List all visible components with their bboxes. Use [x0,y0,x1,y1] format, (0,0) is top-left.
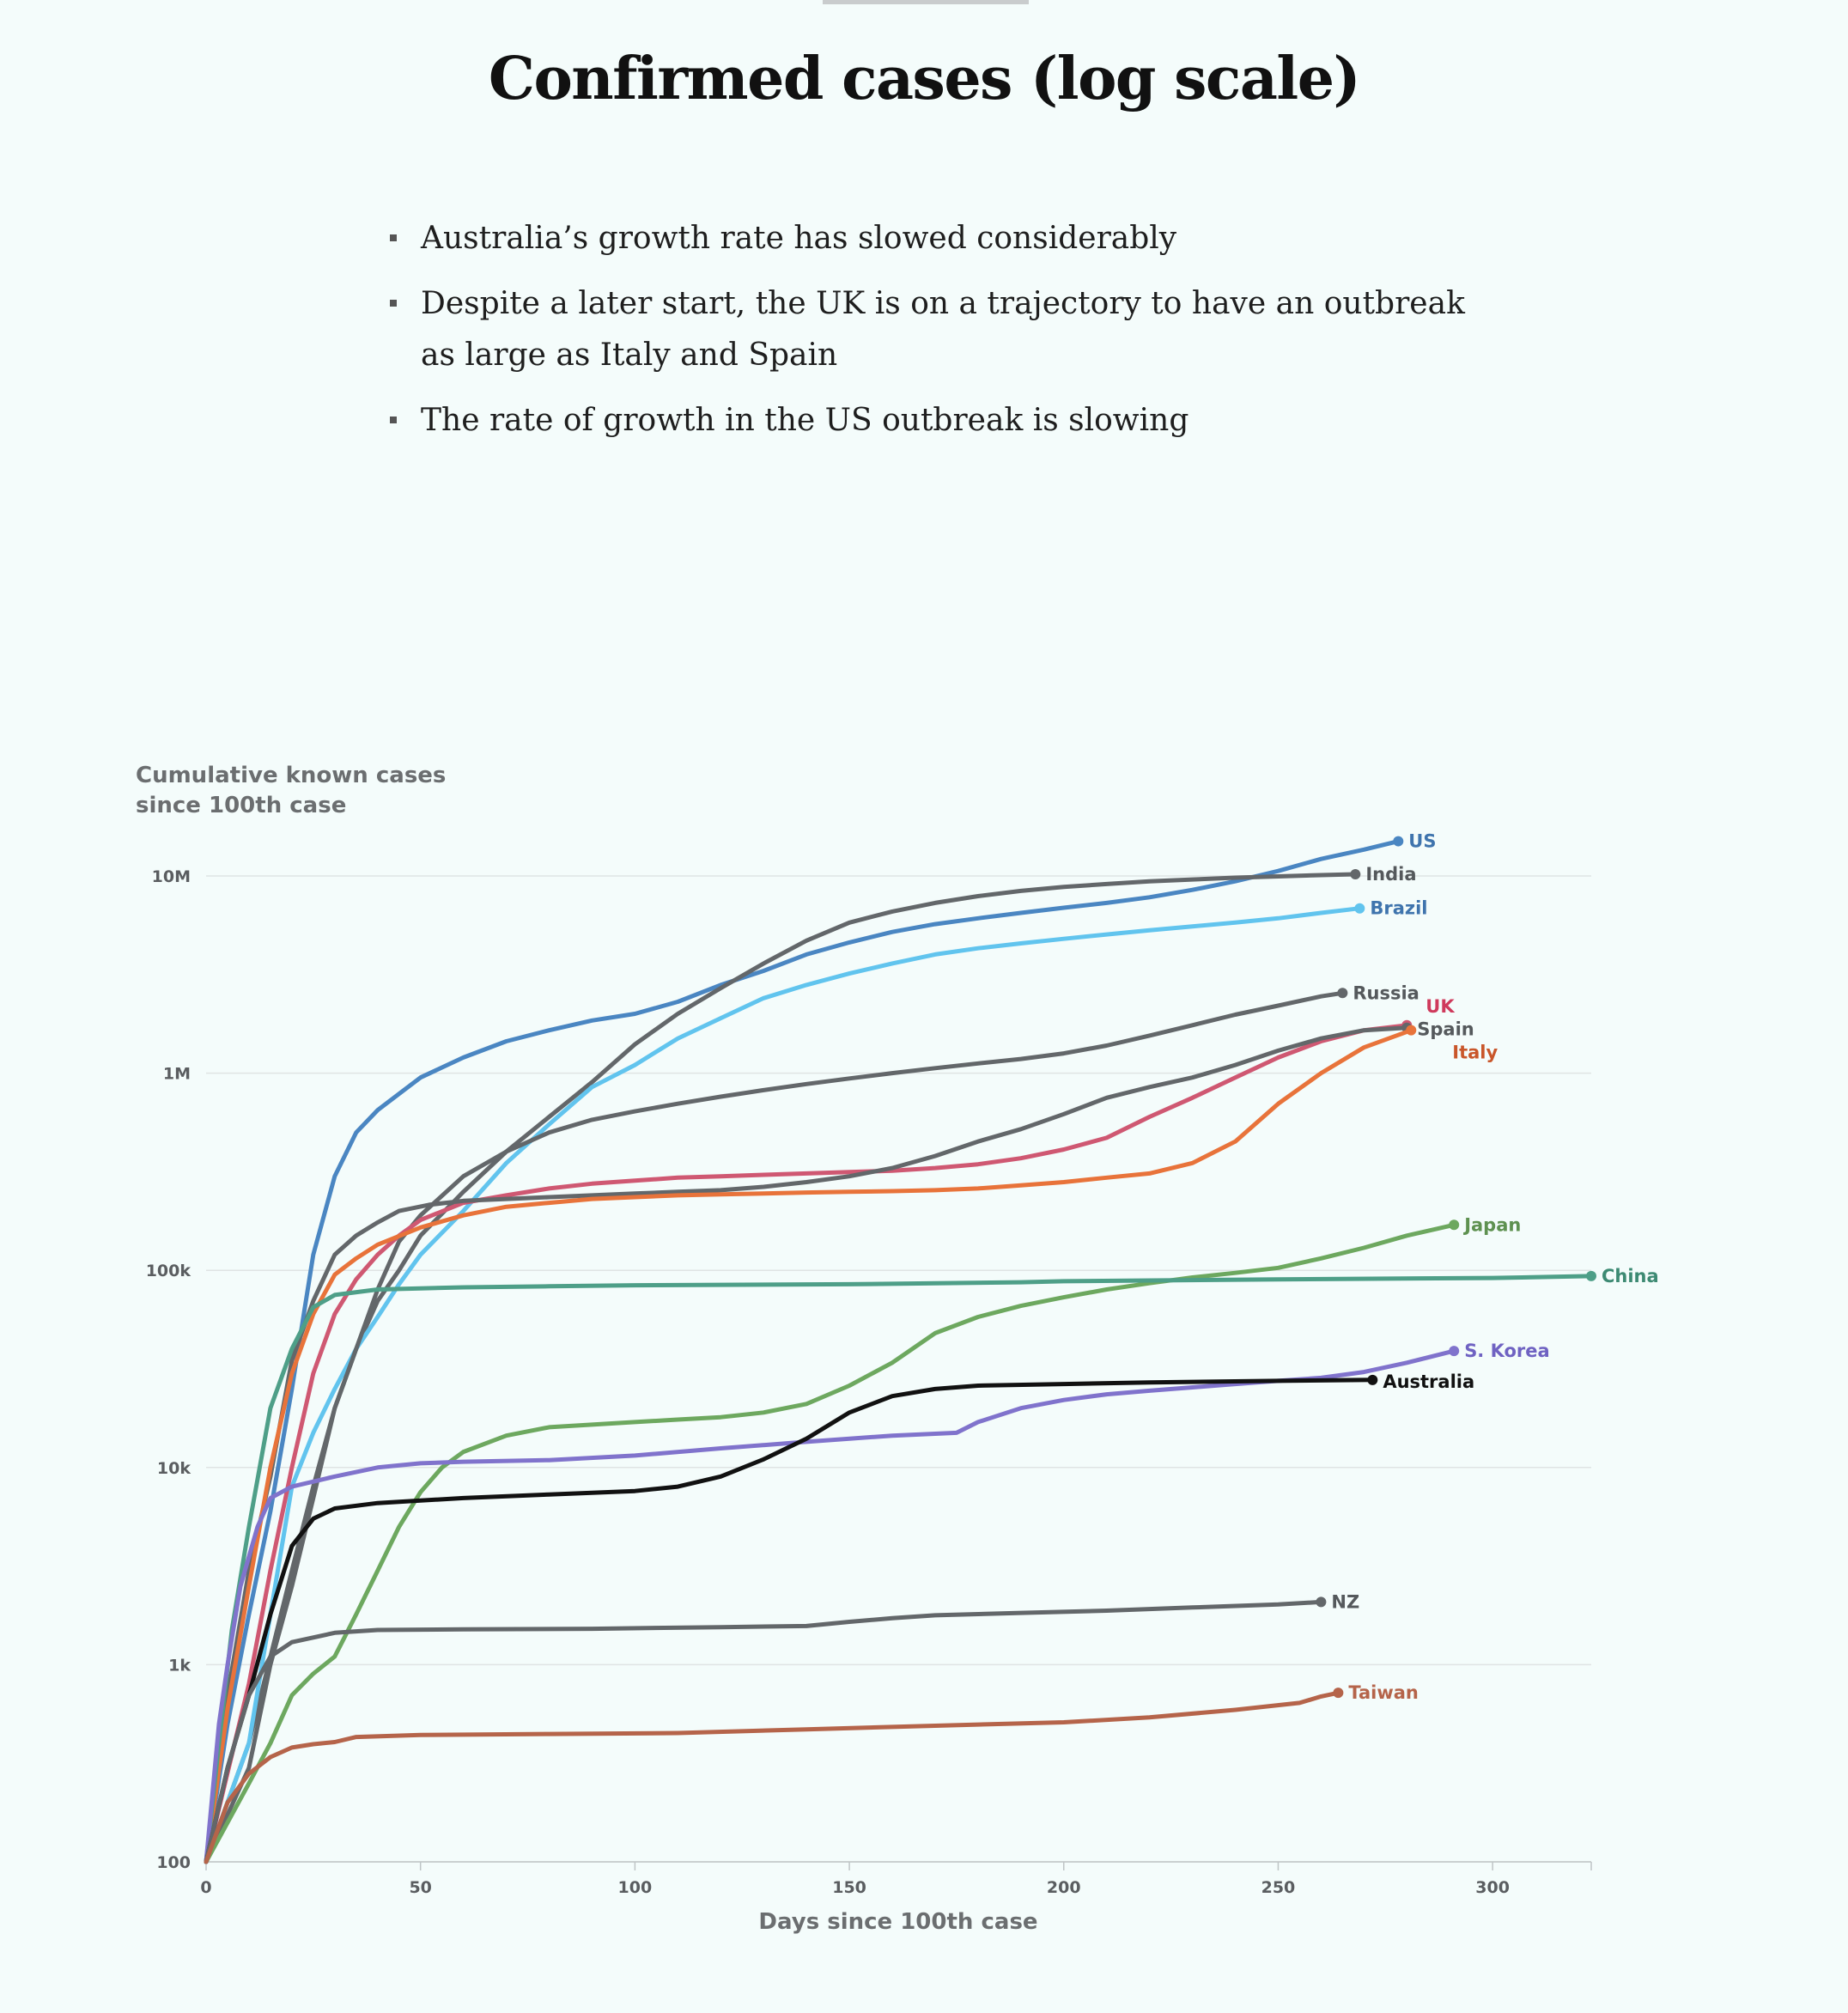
y-tick-100k: 100k [146,1262,191,1280]
series-endpoint-india [1350,869,1361,880]
page-title: Confirmed cases (log scale) [488,45,1361,113]
series-line-us [204,839,1401,1864]
series-label-italy: Italy [1452,1043,1498,1063]
y-tick-1k: 1k [168,1656,191,1675]
x-tick-250: 250 [1261,1878,1296,1897]
series-label-taiwan: Taiwan [1348,1682,1419,1703]
x-tick-0: 0 [200,1878,211,1897]
series-label-australia: Australia [1383,1371,1474,1392]
series-line-australia [204,1377,1375,1864]
series-label-brazil: Brazil [1370,898,1427,919]
series-endpoint-brazil [1354,903,1365,914]
x-tick-200: 200 [1047,1878,1081,1897]
y-tick-1m: 1M [163,1065,191,1084]
series-endpoint-nz [1316,1596,1327,1608]
series-line-russia [204,990,1345,1864]
y-axis-ticks: 100 1k 10k 100k 1M 10M [146,867,191,1872]
series-lines [204,836,1596,1864]
series-line-spain [204,1025,1409,1864]
series-line-uk [204,1023,1409,1864]
bullet-list: Australia’s growth rate has slowed consi… [386,213,1468,460]
y-tick-10k: 10k [157,1459,191,1478]
series-endpoint-italy [1406,1025,1417,1036]
series-label-india: India [1365,864,1416,885]
series-line-taiwan [204,1690,1340,1864]
series-label-nz: NZ [1331,1591,1359,1612]
series-label-s-korea: S. Korea [1464,1341,1550,1361]
bullet-item-2: Despite a later start, the UK is on a tr… [386,278,1468,381]
series-line-china [204,1274,1594,1864]
series-endpoint-china [1586,1270,1596,1281]
y-axis-title-line-1: Cumulative known cases [136,763,446,788]
log-line-chart: Cumulative known cases since 100th case … [136,763,1659,1935]
y-tick-100: 100 [156,1853,191,1872]
bullet-item-1: Australia’s growth rate has slowed consi… [386,213,1468,265]
x-axis-title: Days since 100th case [758,1909,1037,1935]
series-label-spain: Spain [1417,1019,1474,1040]
y-axis-title-line-2: since 100th case [136,793,346,818]
series-line-japan [204,1222,1456,1864]
series-endpoint-russia [1337,988,1348,999]
series-endpoint-us [1393,836,1404,847]
series-line-brazil [204,906,1362,1864]
x-tick-100: 100 [618,1878,653,1897]
bullet-item-3: The rate of growth in the US outbreak is… [386,395,1468,447]
series-label-japan: Japan [1462,1214,1521,1235]
series-label-uk: UK [1426,996,1455,1017]
series-label-russia: Russia [1353,982,1419,1003]
series-endpoint-s-korea [1449,1346,1460,1357]
series-endpoint-australia [1367,1374,1378,1385]
series-label-us: US [1408,831,1436,852]
y-tick-10m: 10M [152,867,191,886]
top-divider [823,0,1029,4]
series-endpoint-taiwan [1333,1688,1344,1699]
series-line-nz [204,1599,1323,1864]
series-label-china: China [1602,1266,1659,1286]
x-axis: 0 50 100 150 200 250 300 [200,1861,1592,1897]
series-endpoint-japan [1449,1219,1460,1231]
x-tick-300: 300 [1475,1878,1510,1897]
x-tick-50: 50 [409,1878,431,1897]
x-tick-150: 150 [832,1878,866,1897]
